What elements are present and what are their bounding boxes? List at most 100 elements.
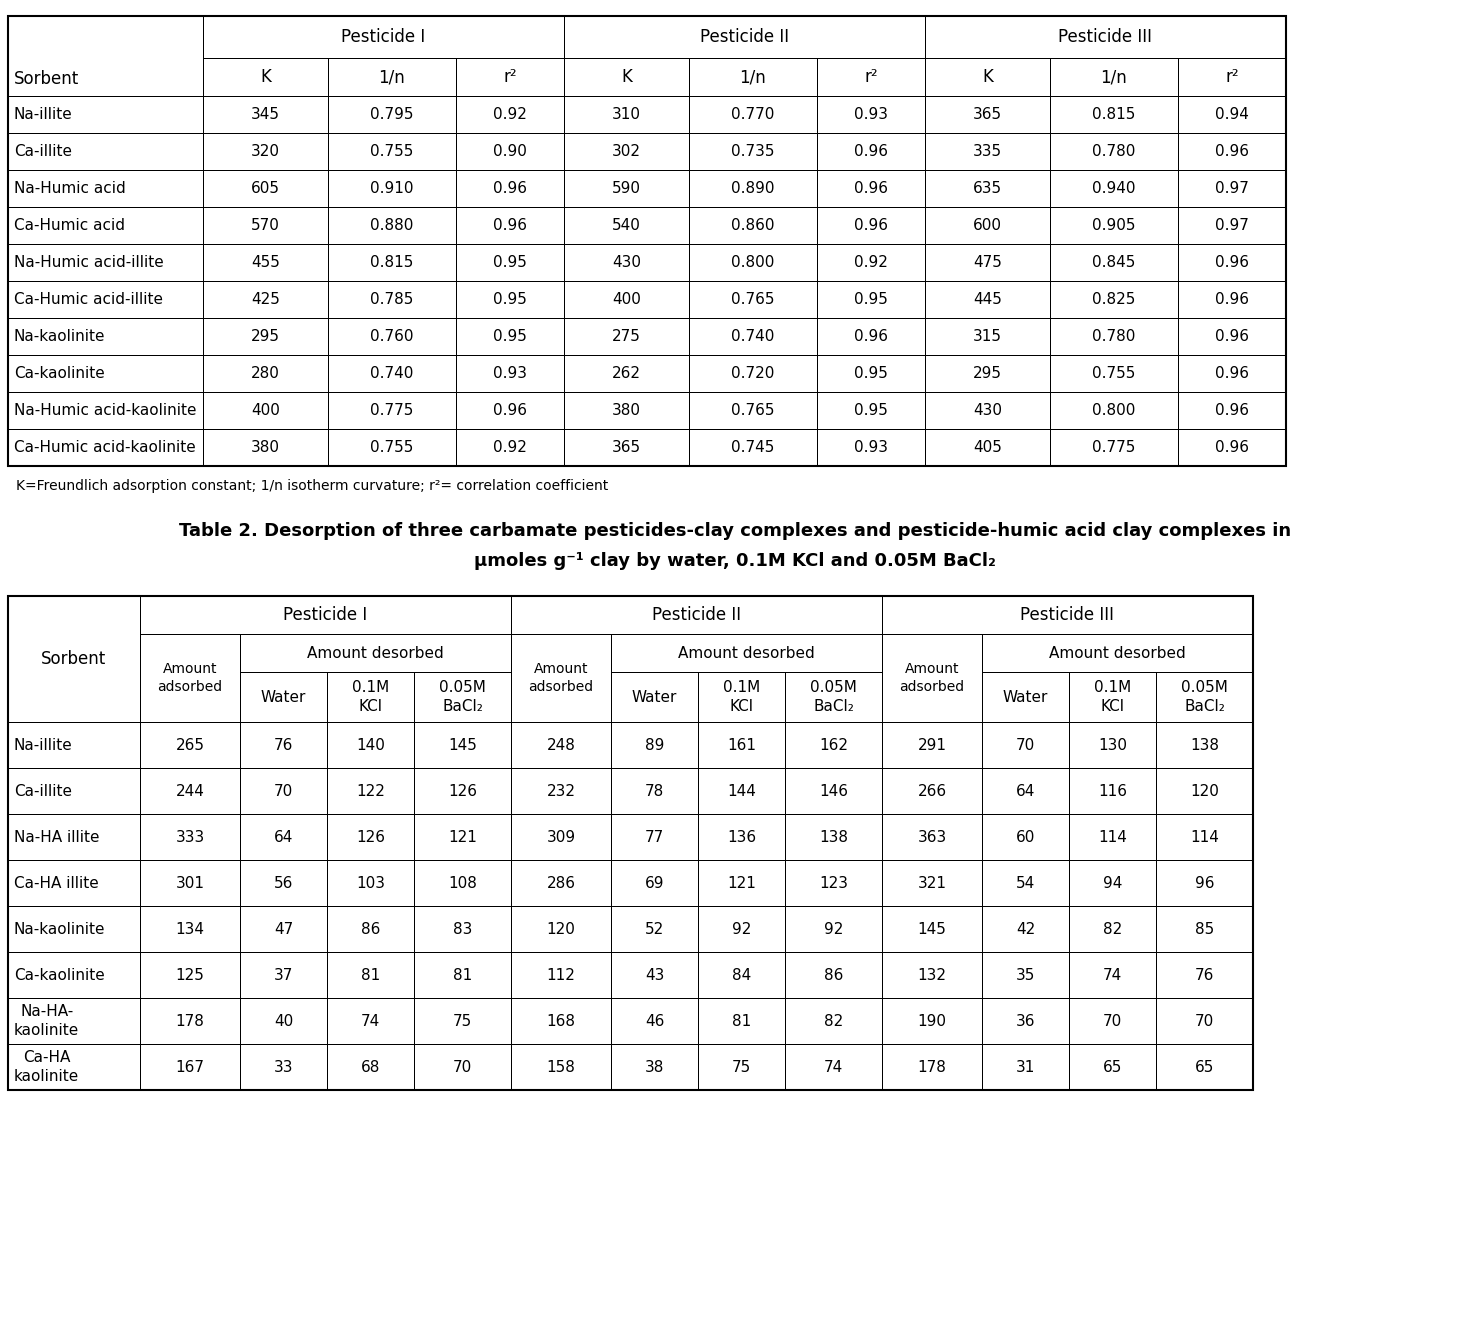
Bar [1177,430,1286,466]
Bar [326,906,415,952]
Text: 291: 291 [917,738,947,752]
Text: Amount
adsorbed: Amount adsorbed [528,663,594,694]
Bar [7,281,203,317]
Text: Ca-kaolinite: Ca-kaolinite [15,967,104,983]
Bar [456,355,564,392]
Bar [7,355,203,392]
Text: 145: 145 [917,922,947,936]
Text: 121: 121 [728,875,756,891]
Bar [1155,814,1252,860]
Bar [1155,672,1252,722]
Text: 70: 70 [1102,1014,1122,1029]
Text: 286: 286 [547,875,575,891]
Text: 345: 345 [251,107,279,121]
Bar [698,906,785,952]
Text: 400: 400 [251,403,279,418]
Bar [1177,317,1286,355]
Text: 0.755: 0.755 [370,144,413,159]
Text: Na-Humic acid-illite: Na-Humic acid-illite [15,255,163,269]
Bar [140,860,240,906]
Text: 82: 82 [1102,922,1122,936]
Text: Pesticide I: Pesticide I [341,28,426,45]
Text: 0.845: 0.845 [1092,255,1136,269]
Bar [612,768,698,814]
Bar [1050,317,1177,355]
Text: 190: 190 [917,1014,947,1029]
Text: 0.94: 0.94 [1216,107,1249,121]
Bar [140,998,240,1045]
Bar [982,722,1069,768]
Text: 74: 74 [360,1014,381,1029]
Bar [925,57,1050,96]
Bar [698,672,785,722]
Bar [456,169,564,207]
Text: 0.90: 0.90 [492,144,526,159]
Text: 0.95: 0.95 [492,255,526,269]
Text: 178: 178 [175,1014,204,1029]
Bar [925,16,1286,57]
Bar [7,906,140,952]
Bar [326,952,415,998]
Text: 0.05M
BaCl₂: 0.05M BaCl₂ [1180,680,1227,714]
Text: Pesticide III: Pesticide III [1058,28,1152,45]
Text: 335: 335 [973,144,1003,159]
Text: 37: 37 [273,967,293,983]
Text: 31: 31 [1016,1059,1035,1074]
Bar [564,133,689,169]
Text: 0.96: 0.96 [854,144,888,159]
Text: Pesticide III: Pesticide III [1020,606,1114,624]
Text: Amount desorbed: Amount desorbed [1050,646,1186,660]
Text: 77: 77 [645,830,664,844]
Bar [925,317,1050,355]
Text: 1/n: 1/n [739,68,766,85]
Bar [1069,860,1155,906]
Bar [882,634,982,722]
Bar [689,281,817,317]
Bar [982,672,1069,722]
Bar [564,16,925,57]
Text: 365: 365 [973,107,1003,121]
Text: 0.97: 0.97 [1216,181,1249,196]
Text: 125: 125 [175,967,204,983]
Bar [689,169,817,207]
Text: 65: 65 [1102,1059,1122,1074]
Text: 380: 380 [251,440,279,455]
Text: Sorbent: Sorbent [15,69,79,88]
Bar [698,1045,785,1090]
Bar [240,722,326,768]
Text: 0.815: 0.815 [370,255,413,269]
Text: Water: Water [632,690,678,704]
Text: 81: 81 [453,967,472,983]
Bar [785,906,882,952]
Bar [326,672,415,722]
Text: 266: 266 [917,783,947,799]
Bar [1050,355,1177,392]
Text: 158: 158 [547,1059,575,1074]
Bar [689,317,817,355]
Bar [328,430,456,466]
Bar [698,998,785,1045]
Text: 0.96: 0.96 [492,403,528,418]
Bar [1050,133,1177,169]
Bar [882,952,982,998]
Text: 146: 146 [819,783,848,799]
Text: 0.95: 0.95 [854,366,888,382]
Bar [512,768,612,814]
Bar [7,392,203,430]
Text: 114: 114 [1098,830,1127,844]
Text: 81: 81 [732,1014,751,1029]
Text: 321: 321 [917,875,947,891]
Bar [456,430,564,466]
Text: 0.93: 0.93 [854,440,888,455]
Bar [612,860,698,906]
Bar [564,355,689,392]
Bar [612,722,698,768]
Bar [415,952,512,998]
Bar [817,244,925,281]
Bar [415,768,512,814]
Text: 144: 144 [728,783,756,799]
Text: 0.740: 0.740 [370,366,413,382]
Bar [512,596,882,634]
Text: 309: 309 [547,830,576,844]
Text: 0.92: 0.92 [492,440,526,455]
